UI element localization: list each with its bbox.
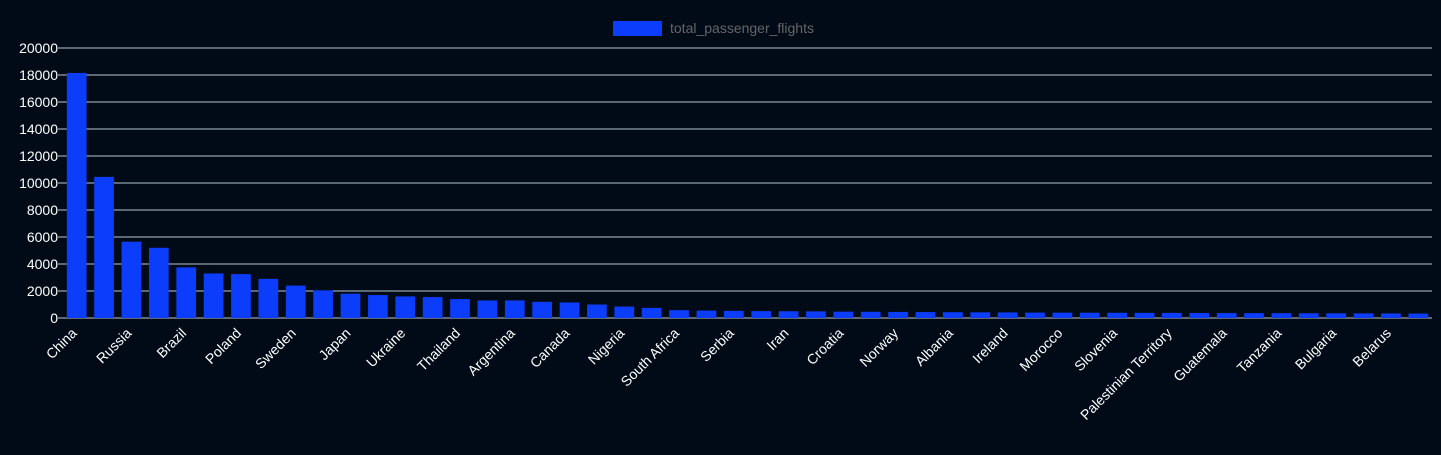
x-tick-label: Poland (202, 325, 244, 367)
x-tick-label: Ukraine (363, 325, 409, 371)
bar[interactable] (1326, 313, 1347, 318)
x-tick-label: Canada (527, 325, 573, 371)
x-tick-label: Slovenia (1071, 325, 1120, 374)
y-tick-label: 12000 (19, 148, 58, 164)
x-tick-label: Brazil (153, 325, 189, 361)
bar[interactable] (1162, 312, 1182, 318)
bar[interactable] (806, 311, 826, 318)
x-axis: China Russia Brazil Poland Sweden Japan Ukrain… (43, 325, 1394, 423)
y-tick-label: 8000 (27, 202, 58, 218)
y-tick-label: 2000 (27, 283, 58, 299)
x-tick-label: Morocco (1016, 325, 1065, 374)
bar[interactable] (395, 296, 416, 318)
bar[interactable] (1134, 312, 1155, 318)
x-tick-label: Russia (93, 325, 135, 367)
bar[interactable] (450, 299, 470, 318)
y-tick-label: 4000 (27, 256, 58, 272)
bar[interactable] (94, 176, 114, 318)
x-tick-label: Thailand (414, 325, 463, 374)
bar[interactable] (1107, 312, 1127, 318)
bar[interactable] (860, 311, 881, 318)
bar[interactable] (641, 307, 662, 318)
bar[interactable] (1271, 313, 1292, 318)
gridlines (58, 47, 1432, 319)
bar[interactable] (1189, 313, 1210, 318)
bar[interactable] (1381, 313, 1401, 318)
bar[interactable] (1298, 313, 1319, 318)
y-tick-label: 18000 (19, 67, 58, 83)
bar[interactable] (176, 267, 197, 318)
bar[interactable] (285, 285, 306, 318)
x-tick-label: Guatemala (1170, 325, 1230, 385)
bar[interactable] (614, 306, 635, 318)
bar[interactable] (1079, 312, 1100, 318)
bar[interactable] (504, 300, 525, 318)
x-tick-label: Serbia (697, 325, 737, 365)
bar[interactable] (258, 278, 279, 318)
bar[interactable] (833, 311, 854, 318)
x-tick-label: Palestinian Territory (1077, 325, 1175, 423)
bar[interactable] (723, 310, 744, 318)
x-tick-label: Croatia (803, 325, 846, 368)
legend[interactable]: total_passenger_flights (613, 20, 814, 36)
bar[interactable] (340, 293, 361, 318)
legend-label[interactable]: total_passenger_flights (670, 20, 814, 36)
bar[interactable] (231, 274, 251, 318)
y-tick-label: 0 (50, 310, 58, 326)
bar[interactable] (669, 310, 689, 318)
y-tick-label: 16000 (19, 94, 58, 110)
bar[interactable] (915, 312, 936, 318)
x-tick-label: Norway (856, 325, 901, 370)
bar[interactable] (1052, 312, 1073, 318)
bar[interactable] (368, 295, 388, 318)
bar[interactable] (1025, 312, 1045, 318)
bar[interactable] (203, 273, 224, 318)
bar[interactable] (778, 311, 799, 318)
y-axis: 0 2000 4000 6000 8000 10000 12000 14000 16000 180… (19, 40, 58, 326)
y-tick-label: 20000 (19, 40, 58, 56)
x-tick-label: China (43, 325, 80, 362)
x-tick-label: Bulgaria (1292, 325, 1340, 373)
x-tick-label: Tanzania (1234, 325, 1285, 376)
bar[interactable] (888, 311, 908, 318)
bar[interactable] (997, 312, 1018, 318)
x-tick-label: Argentina (464, 325, 518, 379)
bar[interactable] (477, 300, 498, 318)
y-tick-label: 10000 (19, 175, 58, 191)
x-tick-label: Iran (763, 325, 791, 353)
bar[interactable] (1408, 313, 1429, 318)
bar[interactable] (1216, 313, 1237, 318)
x-tick-label: Belarus (1349, 325, 1394, 370)
bar[interactable] (970, 312, 991, 318)
bars (66, 72, 1429, 319)
bar[interactable] (148, 247, 169, 318)
x-tick-label: Ireland (969, 325, 1011, 367)
bar[interactable] (942, 312, 963, 318)
bar[interactable] (559, 302, 580, 318)
x-tick-label: Albania (912, 325, 956, 369)
bar[interactable] (1244, 313, 1264, 318)
bar[interactable] (422, 297, 443, 318)
bar[interactable] (587, 304, 607, 319)
x-tick-label: Sweden (252, 325, 299, 372)
bar[interactable] (532, 301, 553, 318)
legend-swatch[interactable] (613, 21, 662, 36)
bar[interactable] (696, 310, 717, 318)
bar[interactable] (751, 311, 772, 318)
x-tick-label: South Africa (617, 325, 682, 390)
bar[interactable] (1353, 313, 1374, 318)
bar[interactable] (121, 241, 142, 318)
y-tick-label: 14000 (19, 121, 58, 137)
y-tick-label: 6000 (27, 229, 58, 245)
x-tick-label: Japan (315, 325, 353, 363)
bar[interactable] (66, 72, 87, 318)
x-tick-label: Nigeria (585, 325, 628, 368)
bar[interactable] (313, 290, 333, 318)
